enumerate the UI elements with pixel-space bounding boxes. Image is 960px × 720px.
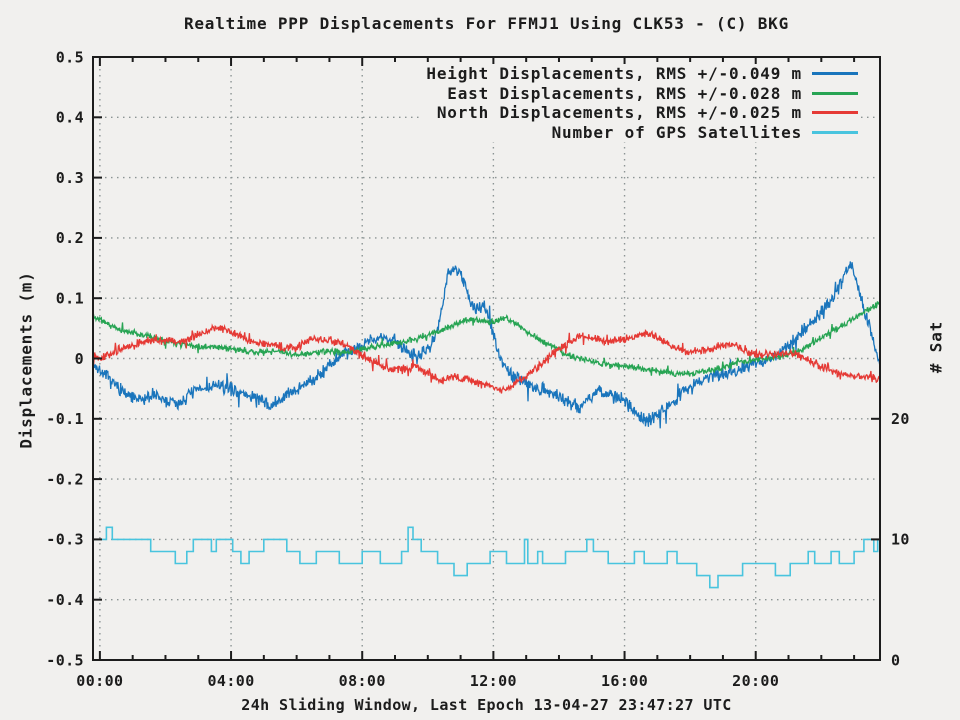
x-tick-label: 00:00 (76, 672, 123, 690)
y-tick-label: -0.1 (46, 410, 84, 428)
series-satellites-line (93, 526, 880, 589)
x-tick-label: 08:00 (339, 672, 386, 690)
x-tick-label: 12:00 (470, 672, 517, 690)
y-tick-label: 0.2 (56, 229, 84, 247)
legend-row-east: East Displacements, RMS +/-0.028 m (426, 84, 858, 104)
legend-row-north: North Displacements, RMS +/-0.025 m (426, 103, 858, 123)
x-tick-label: 16:00 (601, 672, 648, 690)
y2-tick-label: 10 (891, 531, 910, 549)
y2-tick-label: 0 (891, 651, 900, 669)
legend-label-north: North Displacements, RMS +/-0.025 m (436, 103, 802, 123)
legend-label-height: Height Displacements, RMS +/-0.049 m (426, 64, 802, 84)
y2-tick-label: 20 (891, 410, 910, 428)
y-tick-label: -0.5 (46, 651, 84, 669)
legend: Height Displacements, RMS +/-0.049 m Eas… (420, 64, 858, 142)
legend-swatch-height-line (812, 72, 858, 76)
y-axis-label-left: Displacements (m) (16, 271, 36, 449)
legend-swatch-east-line (812, 91, 858, 95)
chart-title: Realtime PPP Displacements For FFMJ1 Usi… (183, 14, 790, 33)
legend-label-east: East Displacements, RMS +/-0.028 m (447, 83, 802, 103)
y-axis-label-right: # Sat (926, 320, 946, 374)
y-tick-label: 0.4 (56, 109, 84, 127)
legend-swatch-north-line (812, 111, 858, 115)
series-height-line (93, 261, 880, 429)
y-tick-label: 0.5 (56, 48, 84, 66)
x-axis-label: 24h Sliding Window, Last Epoch 13-04-27 … (241, 696, 732, 714)
legend-swatch-satellites-line (812, 130, 858, 134)
x-tick-label: 04:00 (207, 672, 254, 690)
y-tick-label: 0.1 (56, 289, 84, 307)
series-east-line (93, 300, 880, 378)
y-tick-label: 0 (75, 350, 84, 368)
legend-row-height: Height Displacements, RMS +/-0.049 m (426, 64, 858, 84)
y-tick-label: -0.3 (46, 531, 84, 549)
y-tick-label: -0.4 (46, 591, 84, 609)
legend-label-satellites: Number of GPS Satellites (551, 122, 802, 142)
y-tick-label: 0.3 (56, 169, 84, 187)
y-tick-label: -0.2 (46, 470, 84, 488)
x-tick-label: 20:00 (732, 672, 779, 690)
legend-row-satellites: Number of GPS Satellites (426, 123, 858, 143)
series-north-line (93, 323, 880, 394)
